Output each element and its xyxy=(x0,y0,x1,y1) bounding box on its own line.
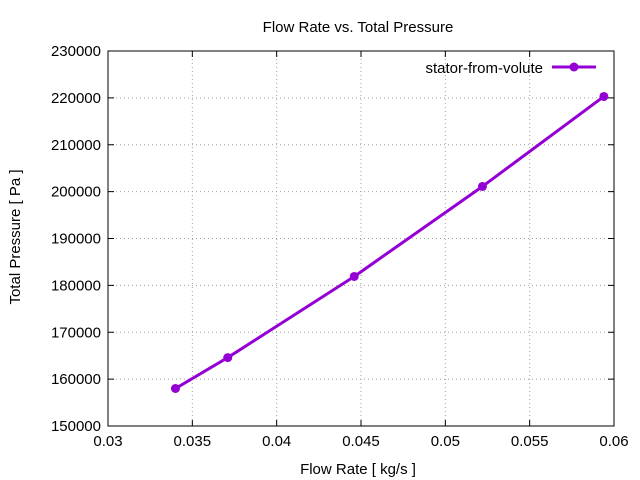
data-point xyxy=(223,353,233,363)
legend-label-stator-from-volute: stator-from-volute xyxy=(425,60,543,77)
x-axis-label: Flow Rate [ kg/s ] xyxy=(300,461,416,478)
y-tick-label: 190000 xyxy=(51,231,101,248)
y-tick-label: 220000 xyxy=(51,90,101,107)
legend-marker-stator-from-volute xyxy=(569,62,579,72)
chart-title: Flow Rate vs. Total Pressure xyxy=(263,19,454,36)
y-tick-label: 160000 xyxy=(51,371,101,388)
x-tick-label: 0.06 xyxy=(599,433,628,450)
x-tick-label: 0.035 xyxy=(174,433,212,450)
grid xyxy=(108,51,614,426)
data-point xyxy=(599,91,609,101)
x-tick-label: 0.055 xyxy=(511,433,549,450)
y-axis-label: Total Pressure [ Pa ] xyxy=(7,169,24,304)
x-tick-label: 0.05 xyxy=(431,433,460,450)
x-tick-label: 0.03 xyxy=(93,433,122,450)
plot-frame xyxy=(107,50,615,427)
y-tick-label: 180000 xyxy=(51,277,101,294)
series-line-stator-from-volute xyxy=(174,95,605,390)
y-tick-label: 210000 xyxy=(51,137,101,154)
series-layer xyxy=(170,91,609,393)
y-tick-label: 230000 xyxy=(51,43,101,60)
y-tick-label: 200000 xyxy=(51,184,101,201)
data-point xyxy=(170,384,180,393)
x-tick-label: 0.04 xyxy=(262,433,291,450)
y-tick-label: 150000 xyxy=(51,418,101,435)
axis-ticks: 0.03 0.035 0.04 0.045 0.05 0.055 0.06 150000 160… xyxy=(51,43,629,450)
legend: stator-from-volute xyxy=(425,60,596,77)
y-tick-label: 170000 xyxy=(51,324,101,341)
x-tick-label: 0.045 xyxy=(342,433,380,450)
data-point xyxy=(477,181,487,191)
data-point xyxy=(349,271,359,281)
